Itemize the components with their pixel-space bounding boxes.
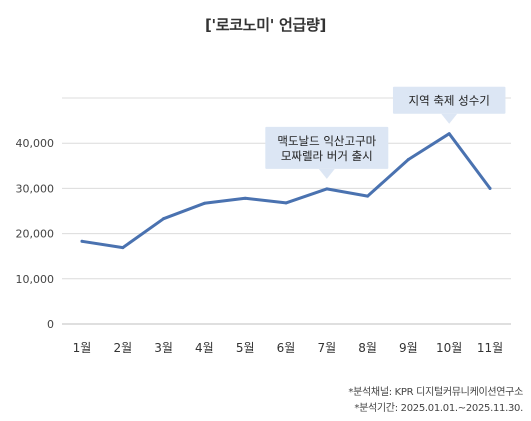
callout-text: 지역 축제 성수기	[409, 94, 490, 108]
callout-box	[392, 86, 506, 114]
x-tick-label: 3월	[154, 341, 173, 355]
x-tick-label: 10월	[436, 341, 462, 355]
chart-title: ['로코노미' 언급량]	[204, 16, 327, 34]
callout-box	[265, 126, 389, 169]
y-axis: 0 10,000 20,000 30,000 40,000	[16, 137, 55, 331]
data-point	[447, 132, 451, 136]
source-note: *분석채널: KPR 디지털커뮤니케이션연구소	[348, 387, 523, 398]
x-tick-label: 2월	[113, 341, 132, 355]
y-tick-label: 30,000	[16, 182, 55, 195]
y-tick-label: 20,000	[16, 228, 55, 241]
data-point	[80, 239, 84, 243]
x-axis: 1월 2월 3월 4월 5월 6월 7월 8월 9월 10월 11월	[73, 341, 504, 355]
callout-pointer	[441, 113, 458, 124]
callout-text: 모짜렐라 버거 출시	[281, 149, 373, 163]
x-tick-label: 4월	[195, 341, 214, 355]
data-point	[488, 186, 492, 190]
x-tick-label: 8월	[358, 341, 377, 355]
x-tick-label: 6월	[277, 341, 296, 355]
y-tick-label: 0	[47, 318, 54, 331]
data-point	[243, 196, 247, 200]
x-tick-label: 11월	[477, 341, 503, 355]
data-point	[202, 201, 206, 205]
y-tick-label: 40,000	[16, 137, 55, 150]
data-point	[284, 201, 288, 205]
callout-2: 지역 축제 성수기	[392, 86, 506, 124]
x-tick-label: 1월	[73, 341, 92, 355]
callout-text: 맥도날드 익산고구마	[277, 134, 376, 148]
data-point	[366, 194, 370, 198]
data-point	[406, 157, 410, 161]
data-point	[162, 217, 166, 221]
x-tick-label: 9월	[399, 341, 418, 355]
y-tick-label: 10,000	[16, 273, 55, 286]
series-line	[80, 132, 492, 250]
x-tick-label: 7월	[317, 341, 336, 355]
x-tick-label: 5월	[236, 341, 255, 355]
period-note: *분석기간: 2025.01.01.~2025.11.30.	[354, 403, 523, 414]
data-point	[325, 187, 329, 191]
callout-pointer	[318, 168, 335, 179]
data-point	[121, 246, 125, 250]
